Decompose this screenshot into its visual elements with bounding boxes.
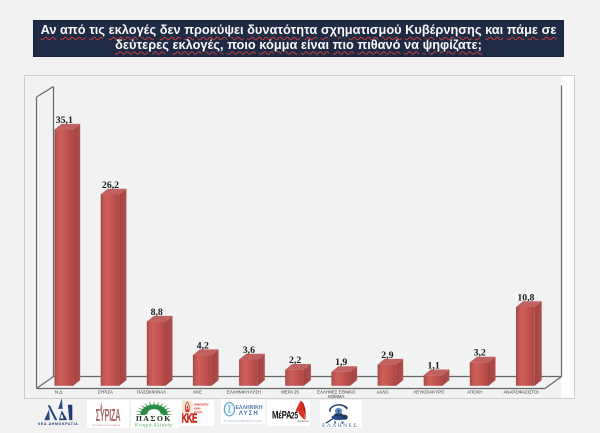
svg-text:35,1: 35,1	[56, 115, 73, 126]
svg-text:Κίνημα Αλλαγής: Κίνημα Αλλαγής	[134, 423, 173, 428]
svg-text:ΠΑΣΟΚ/ΚΙΝΑΛ: ΠΑΣΟΚ/ΚΙΝΑΛ	[137, 390, 166, 395]
svg-text:ΠΡΟΟΔΕΥΤΙΚΗ ΣΥΜΜΑΧΙΑ: ΠΡΟΟΔΕΥΤΙΚΗ ΣΥΜΜΑΧΙΑ	[92, 423, 120, 426]
svg-text:ΚΥΡΙΑΚΟΣ ΒΕΛΟΠΟΥΛΟΣ: ΚΥΡΙΑΚΟΣ ΒΕΛΟΠΟΥΛΟΣ	[224, 418, 263, 422]
svg-text:26,2: 26,2	[102, 180, 119, 191]
svg-text:ΕΛΛΗΝΕΣ: ΕΛΛΗΝΕΣ	[322, 423, 358, 428]
svg-text:ΛΥΣΗ: ΛΥΣΗ	[239, 410, 259, 417]
svg-text:ΕΛΛΑΔΑΣ: ΕΛΛΑΔΑΣ	[194, 411, 203, 414]
svg-text:ΑΝΑΠΟΦΑΣΙΣΤΟΙ: ΑΝΑΠΟΦΑΣΙΣΤΟΙ	[504, 390, 539, 395]
svg-text:ΜΕΡΑ 25: ΜΕΡΑ 25	[281, 390, 299, 395]
svg-text:25: 25	[291, 410, 299, 420]
svg-text:ΚΚΕ: ΚΚΕ	[182, 412, 197, 426]
svg-text:2,2: 2,2	[289, 355, 301, 366]
svg-text:3,6: 3,6	[243, 345, 255, 356]
svg-text:ΕΛΛΗΝΕΣ ΕΘΝΙΚΟ: ΕΛΛΗΝΕΣ ΕΘΝΙΚΟ	[317, 390, 356, 395]
svg-text:4,2: 4,2	[197, 340, 209, 351]
svg-text:ΣΥΡΙΖΑ: ΣΥΡΙΖΑ	[96, 405, 121, 425]
svg-text:10,8: 10,8	[517, 292, 534, 303]
svg-text:1,1: 1,1	[427, 361, 439, 372]
svg-text:ΛΕΥΚΟ/ΑΚΥΡΟ: ΛΕΥΚΟ/ΑΚΥΡΟ	[413, 390, 444, 395]
svg-text:2,9: 2,9	[381, 350, 393, 361]
svg-text:ΕΛΛΗΝΙΚΗ ΛΥΣΗ: ΕΛΛΗΝΙΚΗ ΛΥΣΗ	[227, 390, 261, 395]
svg-text:MERA25.GR: MERA25.GR	[298, 420, 310, 423]
svg-text:ΑΛΛΟ: ΑΛΛΟ	[377, 390, 390, 395]
svg-text:ΕΛΛΗΝΙΚΗ: ΕΛΛΗΝΙΚΗ	[236, 405, 263, 411]
svg-text:ΑΠΟΧΗ: ΑΠΟΧΗ	[467, 390, 482, 395]
svg-text:ΚΟΜΜΑ: ΚΟΜΜΑ	[328, 394, 344, 399]
svg-text:ΚΟΜΜΟΥΝΙΣΤΙΚΟ: ΚΟΜΜΟΥΝΙΣΤΙΚΟ	[194, 404, 209, 406]
svg-text:8,8: 8,8	[151, 307, 163, 318]
svg-text:3,2: 3,2	[474, 348, 486, 359]
svg-text:ΚΚΕ: ΚΚΕ	[193, 390, 202, 395]
svg-text:ΣΥΡΙΖΑ: ΣΥΡΙΖΑ	[98, 390, 113, 395]
svg-text:ΠΑΣΟΚ: ΠΑΣΟΚ	[136, 414, 172, 423]
svg-text:ΝΕΑ ΔΗΜΟΚΡΑΤΙΑ: ΝΕΑ ΔΗΜΟΚΡΑΤΙΑ	[38, 422, 78, 426]
svg-text:ΚΟΜΜΑ: ΚΟΜΜΑ	[194, 407, 201, 410]
svg-text:Ν.Δ.: Ν.Δ.	[55, 390, 63, 395]
svg-text:1,9: 1,9	[335, 357, 347, 368]
svg-text:ΜέΡΑ: ΜέΡΑ	[272, 409, 292, 422]
